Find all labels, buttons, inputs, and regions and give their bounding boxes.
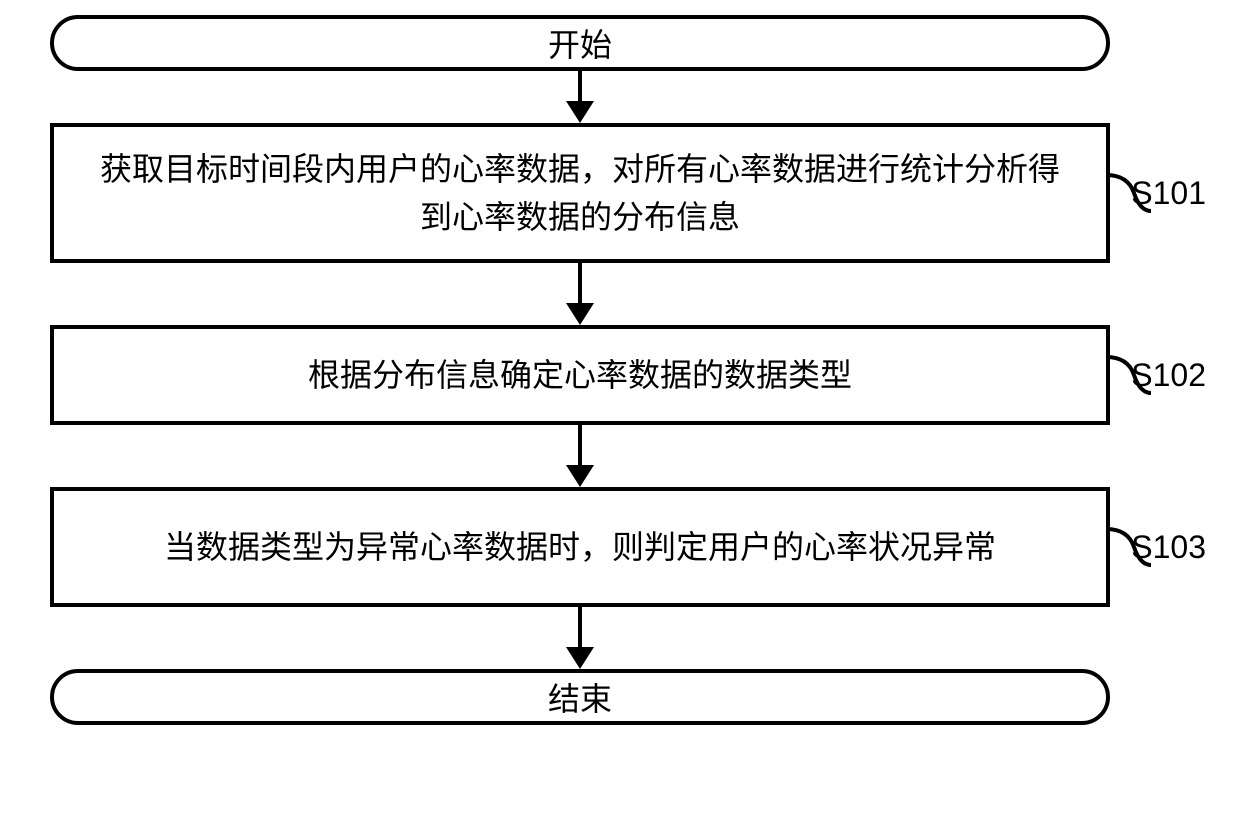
step2-id: S102 [1131, 351, 1206, 399]
arrow-step1-step2 [50, 263, 1110, 325]
step3-text: 当数据类型为异常心率数据时，则判定用户的心率状况异常 [164, 523, 996, 571]
start-label: 开始 [548, 20, 612, 66]
arrow-start-step1 [50, 71, 1110, 123]
start-terminator: 开始 [50, 15, 1110, 71]
process-step2: 根据分布信息确定心率数据的数据类型 S102 [50, 325, 1110, 425]
arrow-head [566, 647, 594, 669]
arrow-head [566, 465, 594, 487]
step2-text: 根据分布信息确定心率数据的数据类型 [308, 351, 852, 399]
arrow-step2-step3 [50, 425, 1110, 487]
arrow-head [566, 101, 594, 123]
step3-id: S103 [1131, 523, 1206, 571]
end-terminator: 结束 [50, 669, 1110, 725]
end-label: 结束 [548, 674, 612, 720]
arrow-step3-end [50, 607, 1110, 669]
step1-id: S101 [1131, 169, 1206, 217]
process-step3: 当数据类型为异常心率数据时，则判定用户的心率状况异常 S103 [50, 487, 1110, 607]
step1-text: 获取目标时间段内用户的心率数据，对所有心率数据进行统计分析得到心率数据的分布信息 [94, 145, 1066, 241]
flowchart-container: 开始 获取目标时间段内用户的心率数据，对所有心率数据进行统计分析得到心率数据的分… [50, 15, 1190, 725]
arrow-head [566, 303, 594, 325]
process-step1: 获取目标时间段内用户的心率数据，对所有心率数据进行统计分析得到心率数据的分布信息… [50, 123, 1110, 263]
